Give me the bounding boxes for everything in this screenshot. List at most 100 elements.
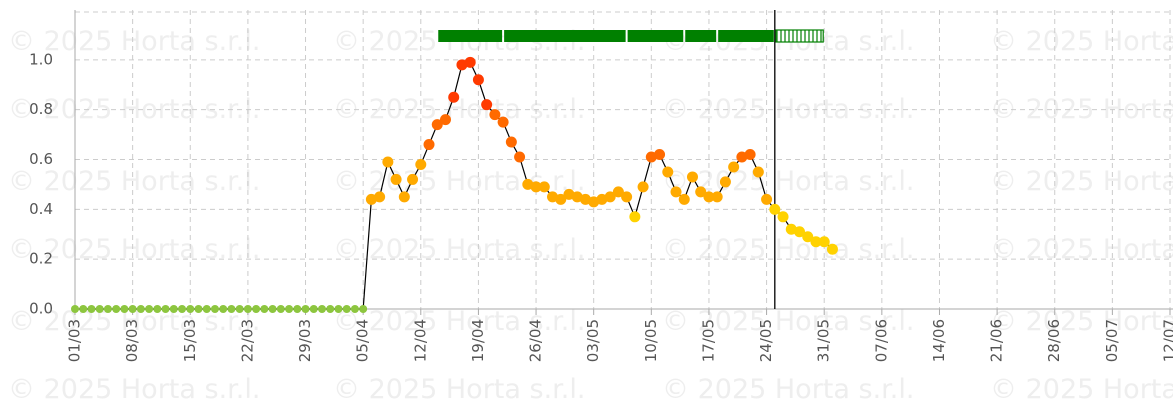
point [268,305,277,313]
watermark: © 2025 Horta s.r.l. [333,234,585,265]
watermark: © 2025 Horta s.r.l. [333,166,585,197]
point [161,305,170,313]
x-tick-label: 05/07 [1103,319,1121,362]
point [769,203,781,215]
point [489,109,501,121]
point [186,305,195,313]
watermark: © 2025 Horta s.r.l. [662,234,914,265]
point [252,305,261,313]
point [448,91,460,103]
x-tick-label: 10/05 [642,319,660,362]
period [718,30,774,42]
y-tick-label: 0.2 [29,250,53,268]
point [374,191,386,203]
y-tick-label: 0.8 [29,100,53,118]
point [112,305,121,313]
watermark: © 2025 Horta s.r.l. [8,94,260,125]
point [744,149,756,161]
y-tick-label: 0.6 [29,150,53,168]
watermark: © 2025 Horta s.r.l. [8,26,260,57]
point [285,305,294,313]
point [326,305,335,313]
point [334,305,343,313]
x-tick-label: 15/03 [181,319,199,362]
period [775,29,824,43]
watermark: © 2025 Horta s.r.l. [662,374,914,402]
point [128,305,137,313]
point [359,305,368,313]
y-tick-label: 0.4 [29,200,53,218]
point [826,243,838,255]
point [227,305,236,313]
point [464,56,476,68]
point [79,305,88,313]
point [431,119,443,131]
point [703,191,715,203]
point [695,186,707,198]
point [637,181,649,193]
period [438,30,503,42]
point [71,305,79,313]
point [210,305,219,313]
point [711,191,723,203]
x-tick-label: 14/06 [930,319,948,362]
point [194,305,203,313]
point [178,305,187,313]
x-tick-label: 31/05 [815,319,833,362]
point [423,139,435,151]
point [686,171,698,183]
x-tick-label: 05/04 [354,319,372,362]
point [235,305,244,313]
point [301,305,310,313]
watermark: © 2025 Horta s.r.l. [8,374,260,402]
point [219,305,228,313]
point [761,193,773,205]
watermark: © 2025 Horta s.r.l. [8,166,260,197]
x-tick-label: 19/04 [469,319,487,362]
watermark: © 2025 Horta s.r.l. [990,94,1173,125]
point [342,305,351,313]
watermark: © 2025 Horta s.r.l. [990,374,1173,402]
point [670,186,682,198]
point [752,166,764,178]
plot [71,10,838,313]
point [398,191,410,203]
point [309,305,318,313]
point [662,166,674,178]
point [629,211,641,223]
point [794,226,806,238]
point [136,305,145,313]
watermark: © 2025 Horta s.r.l. [333,306,585,337]
point [810,236,822,248]
grid: 0.0 0.2 0.4 0.6 0.8 1.0 01/03 08/03 15/03 22/03 29… [29,10,1173,362]
point [612,186,624,198]
x-tick-label: 24/05 [757,319,775,362]
point [87,305,96,313]
point [153,305,162,313]
point [802,231,814,243]
period [627,30,684,42]
y-tick-label: 1.0 [29,50,53,68]
point [169,305,178,313]
x-tick-label: 07/06 [872,319,890,362]
x-tick-label: 22/03 [238,319,256,362]
point [293,305,302,313]
x-tick-label: 26/04 [527,319,545,362]
point [654,149,666,161]
x-tick-label: 29/03 [296,319,314,362]
point [678,193,690,205]
point [120,305,129,313]
watermark: © 2025 Horta s.r.l. [990,234,1173,265]
watermark: © 2025 Horta s.r.l. [8,234,260,265]
point [407,173,419,185]
x-tick-label: 08/03 [123,319,141,362]
y-tick-label: 0.0 [29,300,53,318]
point [276,305,285,313]
point [260,305,269,313]
watermark: © 2025 Horta s.r.l. [990,26,1173,57]
watermark: © 2025 Horta s.r.l. [990,166,1173,197]
point [317,305,326,313]
point [555,193,567,205]
period [504,30,626,42]
